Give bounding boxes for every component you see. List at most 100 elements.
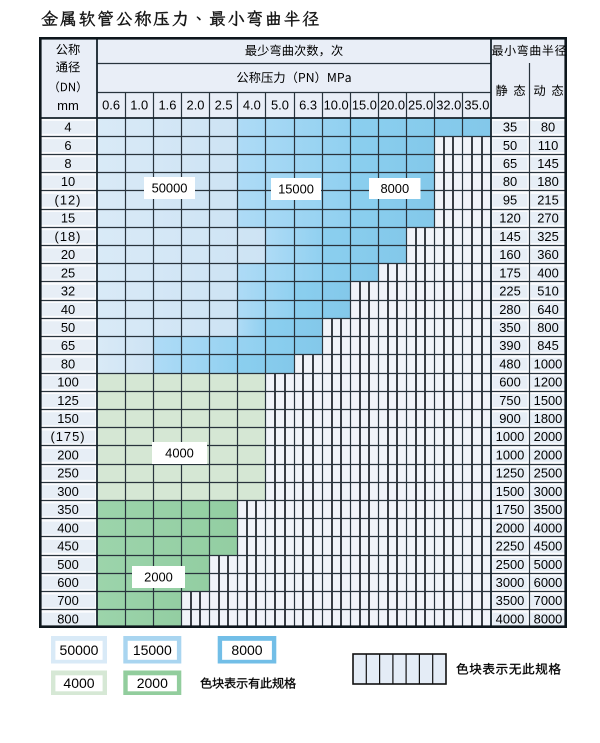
svg-text:1500: 1500 [534, 393, 563, 408]
svg-text:mm: mm [57, 98, 79, 113]
svg-text:400: 400 [537, 265, 559, 280]
svg-text:400: 400 [57, 520, 79, 535]
svg-text:300: 300 [57, 484, 79, 499]
svg-text:175: 175 [499, 265, 521, 280]
svg-text:1.6: 1.6 [158, 98, 176, 113]
svg-text:15: 15 [61, 211, 75, 226]
svg-text:3500: 3500 [496, 593, 525, 608]
svg-text:250: 250 [57, 466, 79, 481]
svg-text:4000: 4000 [534, 520, 563, 535]
svg-text:360: 360 [537, 247, 559, 262]
svg-text:80: 80 [503, 174, 517, 189]
svg-text:640: 640 [537, 302, 559, 317]
svg-text:80: 80 [61, 356, 75, 371]
svg-text:6: 6 [64, 138, 71, 153]
svg-text:15000: 15000 [278, 182, 314, 197]
svg-text:215: 215 [537, 193, 559, 208]
svg-text:25.0: 25.0 [408, 98, 433, 113]
svg-text:1250: 1250 [496, 466, 525, 481]
svg-text:4000: 4000 [63, 675, 94, 691]
svg-text:(12): (12) [55, 193, 82, 208]
svg-text:(18): (18) [55, 229, 82, 244]
svg-text:145: 145 [499, 229, 521, 244]
svg-text:50000: 50000 [152, 181, 188, 196]
svg-text:32.0: 32.0 [436, 98, 461, 113]
svg-text:450: 450 [57, 539, 79, 554]
svg-text:2.0: 2.0 [187, 98, 205, 113]
svg-text:3500: 3500 [534, 502, 563, 517]
svg-text:50: 50 [503, 138, 517, 153]
svg-text:160: 160 [499, 247, 521, 262]
svg-text:350: 350 [57, 502, 79, 517]
svg-text:20.0: 20.0 [380, 98, 405, 113]
svg-text:35: 35 [503, 120, 517, 135]
svg-text:800: 800 [57, 611, 79, 626]
svg-text:500: 500 [57, 557, 79, 572]
svg-text:700: 700 [57, 593, 79, 608]
svg-text:600: 600 [57, 575, 79, 590]
svg-text:8000: 8000 [380, 181, 409, 196]
svg-text:10.0: 10.0 [324, 98, 349, 113]
svg-text:35.0: 35.0 [464, 98, 489, 113]
svg-text:25: 25 [61, 265, 75, 280]
svg-text:1000: 1000 [534, 356, 563, 371]
svg-text:200: 200 [57, 448, 79, 463]
svg-text:1500: 1500 [496, 484, 525, 499]
svg-text:350: 350 [499, 320, 521, 335]
svg-text:600: 600 [499, 375, 521, 390]
svg-text:480: 480 [499, 356, 521, 371]
svg-text:2.5: 2.5 [215, 98, 233, 113]
svg-text:1200: 1200 [534, 375, 563, 390]
svg-text:1.0: 1.0 [130, 98, 148, 113]
svg-text:32: 32 [61, 284, 75, 299]
svg-text:120: 120 [499, 211, 521, 226]
svg-text:15000: 15000 [133, 642, 172, 658]
svg-text:2500: 2500 [496, 557, 525, 572]
svg-text:4.0: 4.0 [243, 98, 261, 113]
svg-text:2250: 2250 [496, 539, 525, 554]
svg-text:2500: 2500 [534, 466, 563, 481]
svg-text:1800: 1800 [534, 411, 563, 426]
svg-text:0.6: 0.6 [102, 98, 120, 113]
svg-text:8000: 8000 [231, 642, 262, 658]
svg-text:270: 270 [537, 211, 559, 226]
svg-text:180: 180 [537, 174, 559, 189]
svg-text:8000: 8000 [534, 611, 563, 626]
svg-text:5000: 5000 [534, 557, 563, 572]
svg-text:65: 65 [61, 338, 75, 353]
svg-text:845: 845 [537, 338, 559, 353]
svg-text:6000: 6000 [534, 575, 563, 590]
svg-text:225: 225 [499, 284, 521, 299]
svg-text:4000: 4000 [496, 611, 525, 626]
svg-text:65: 65 [503, 156, 517, 171]
svg-text:10: 10 [61, 174, 75, 189]
svg-text:20: 20 [61, 247, 75, 262]
svg-text:110: 110 [538, 138, 559, 153]
svg-text:(175): (175) [50, 429, 85, 444]
svg-text:145: 145 [537, 156, 559, 171]
svg-text:50: 50 [61, 320, 75, 335]
svg-text:2000: 2000 [534, 429, 563, 444]
svg-text:125: 125 [57, 393, 79, 408]
svg-text:8: 8 [64, 156, 71, 171]
svg-text:1000: 1000 [496, 429, 525, 444]
svg-text:2000: 2000 [137, 675, 168, 691]
svg-text:4000: 4000 [165, 446, 194, 461]
svg-text:2000: 2000 [496, 520, 525, 535]
svg-text:3000: 3000 [534, 484, 563, 499]
svg-text:4: 4 [64, 120, 71, 135]
svg-text:510: 510 [537, 284, 559, 299]
svg-text:50000: 50000 [60, 642, 99, 658]
svg-text:7000: 7000 [534, 593, 563, 608]
svg-text:3000: 3000 [496, 575, 525, 590]
svg-text:5.0: 5.0 [271, 98, 289, 113]
svg-text:800: 800 [537, 320, 559, 335]
svg-text:750: 750 [499, 393, 521, 408]
svg-text:2000: 2000 [144, 570, 173, 585]
svg-text:900: 900 [499, 411, 521, 426]
svg-text:280: 280 [499, 302, 521, 317]
svg-text:15.0: 15.0 [352, 98, 377, 113]
svg-text:100: 100 [57, 375, 79, 390]
svg-text:325: 325 [537, 229, 559, 244]
svg-text:4500: 4500 [534, 539, 563, 554]
